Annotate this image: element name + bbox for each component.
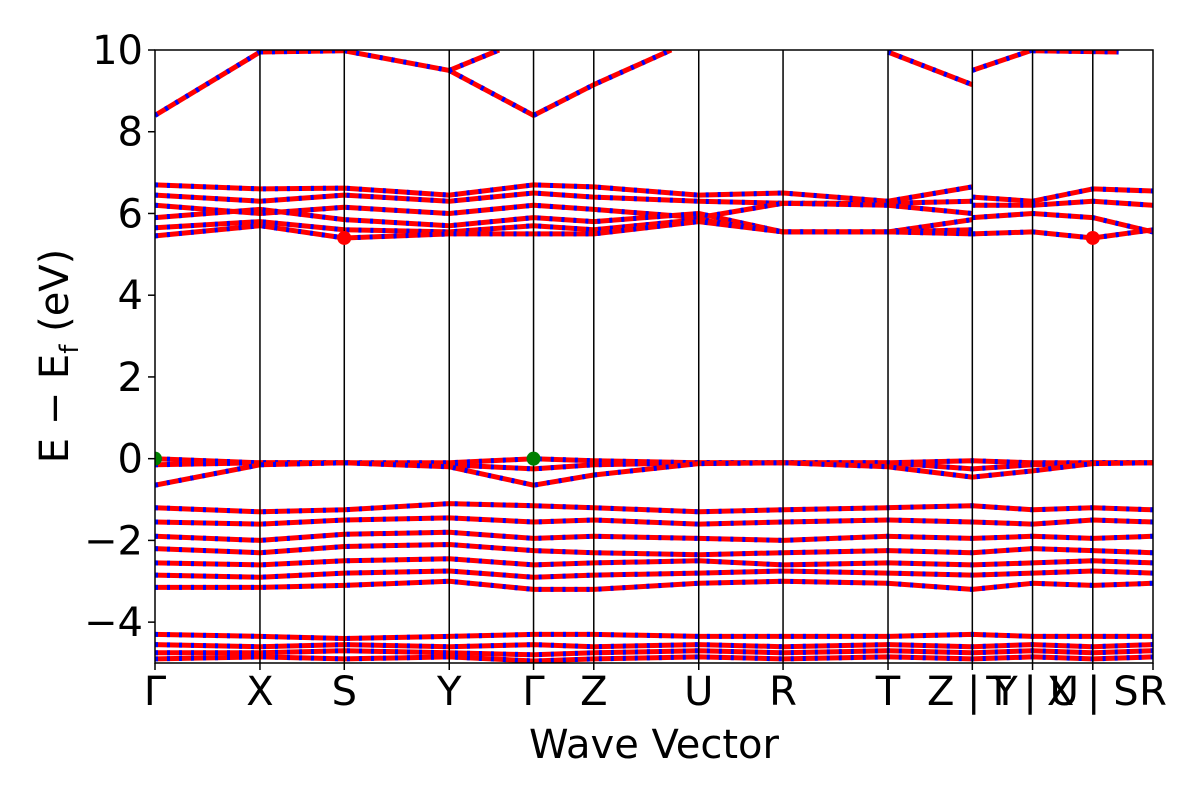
- x-tick-label-2: S: [332, 669, 357, 715]
- band-line-dash-0: [155, 50, 262, 118]
- x-tick-label-1: X: [246, 669, 273, 715]
- x-tick-label-7: R: [769, 669, 797, 715]
- x-tick-label-10: T | U: [985, 669, 1079, 715]
- band-line-24: [155, 542, 1153, 558]
- vbm-marker-3: [526, 451, 541, 466]
- band-edge-markers: [155, 230, 1100, 466]
- band-line-dash-10: [155, 200, 973, 221]
- band-line-dash-7: [1032, 50, 1119, 55]
- band-line-15: [972, 198, 1153, 208]
- y-tick-label-0: −4: [84, 600, 143, 646]
- x-tick-label-12: R: [1139, 669, 1167, 715]
- y-tick-label-1: −2: [84, 518, 143, 564]
- band-line-6: [971, 50, 1034, 73]
- kpoint-separators: [259, 50, 1094, 663]
- band-line-31: [155, 654, 1153, 663]
- band-lines: [155, 50, 1153, 663]
- band-line-16: [972, 211, 1153, 235]
- x-tick-label-8: T: [875, 669, 901, 715]
- band-line-22: [155, 515, 1153, 527]
- y-axis-title-unit: (eV): [32, 249, 78, 345]
- y-axis-title-main: E − E: [32, 354, 78, 464]
- y-axis-ticks: −4 −2 0 2 4 6 8 10: [84, 28, 155, 646]
- band-line-dash-13: [155, 219, 973, 241]
- band-line-dash-9: [155, 190, 973, 206]
- y-axis-title: E − Ef (eV): [32, 249, 85, 464]
- band-line-25: [155, 556, 1153, 568]
- y-tick-label-3: 2: [118, 355, 143, 401]
- y-tick-label-7: 10: [92, 28, 143, 74]
- band-line-23: [155, 529, 1153, 543]
- x-tick-label-4: Γ: [522, 669, 545, 715]
- band-line-2: [343, 50, 450, 73]
- band-line-dash-3: [448, 50, 673, 119]
- y-tick-label-6: 8: [118, 110, 143, 156]
- x-axis-title: Wave Vector: [529, 722, 780, 768]
- x-tick-label-0: Γ: [144, 669, 167, 715]
- band-line-3: [448, 50, 673, 118]
- y-tick-label-5: 6: [118, 191, 143, 237]
- band-line-17: [972, 227, 1153, 241]
- band-line-28: [155, 631, 1153, 641]
- x-tick-label-3: Y: [436, 669, 462, 715]
- x-tick-label-9: Z | Y: [927, 669, 1018, 715]
- band-line-27: [155, 578, 1153, 592]
- band-line-26: [155, 568, 1153, 580]
- cbm-marker-0: [337, 230, 352, 245]
- band-line-21: [155, 501, 1153, 515]
- band-line-5: [887, 50, 974, 88]
- x-tick-label-11: X | S: [1047, 669, 1139, 715]
- y-tick-label-2: 0: [118, 437, 143, 483]
- x-tick-label-6: U: [684, 669, 713, 715]
- band-line-dash-4: [448, 50, 501, 73]
- plot-frame: [154, 49, 1154, 664]
- y-tick-label-4: 4: [118, 273, 143, 319]
- band-line-30: [155, 648, 1153, 658]
- band-line-29: [155, 642, 1153, 650]
- band-line-14: [972, 186, 1153, 204]
- band-line-dash-1: [259, 50, 345, 55]
- cbm-marker-1: [1085, 230, 1100, 245]
- y-axis-title-sub: f: [55, 344, 85, 354]
- vbm-marker-2: [155, 451, 162, 466]
- band-line-dash-12: [155, 217, 973, 235]
- band-line-dash-8: [155, 182, 973, 204]
- x-tick-label-5: Z: [580, 669, 607, 715]
